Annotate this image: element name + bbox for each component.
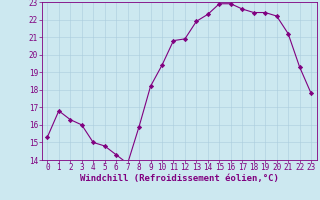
X-axis label: Windchill (Refroidissement éolien,°C): Windchill (Refroidissement éolien,°C): [80, 174, 279, 183]
